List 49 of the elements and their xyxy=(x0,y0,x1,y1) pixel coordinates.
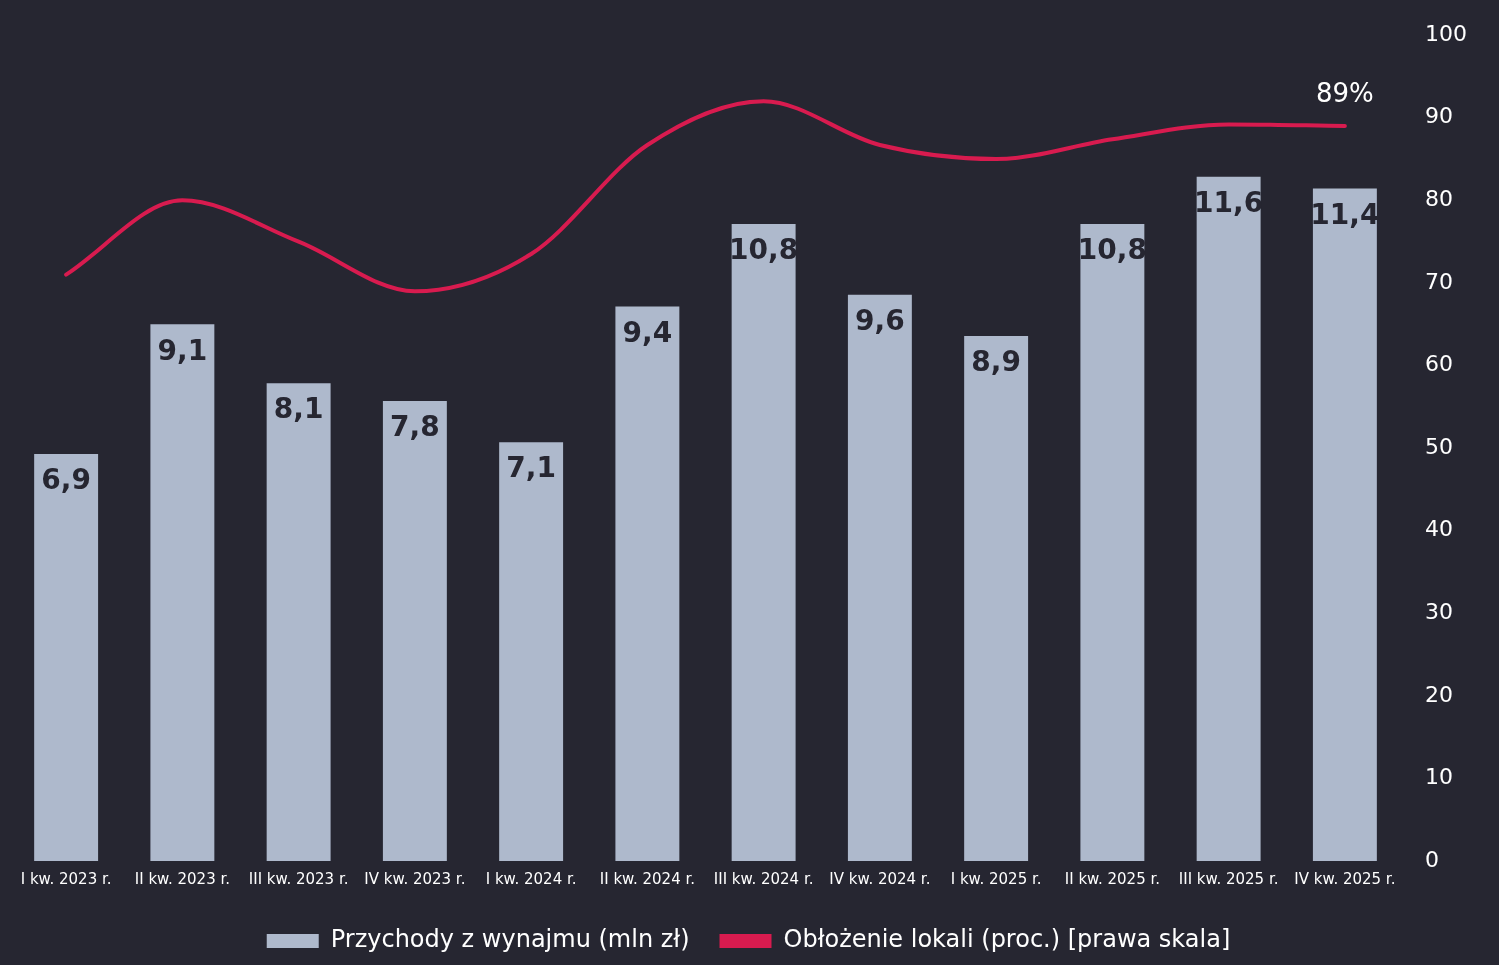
x-tick-label: I kw. 2024 r. xyxy=(485,869,577,888)
data-label: 6,9 xyxy=(41,463,91,497)
y2-tick-label: 0 xyxy=(1425,846,1440,872)
bar xyxy=(1312,188,1377,861)
data-label: 8,1 xyxy=(273,392,324,426)
data-label: 9,6 xyxy=(855,304,905,338)
bar xyxy=(150,324,215,861)
x-tick-label: II kw. 2023 r. xyxy=(134,869,230,888)
bar xyxy=(847,294,912,861)
y2-tick-label: 30 xyxy=(1425,598,1454,624)
data-label: 9,4 xyxy=(622,315,673,349)
y2-tick-label: 40 xyxy=(1425,516,1454,542)
x-tick-label: IV kw. 2024 r. xyxy=(829,869,931,888)
y2-tick-label: 50 xyxy=(1425,433,1454,459)
text: 89% xyxy=(1315,77,1374,108)
x-tick-label: I kw. 2023 r. xyxy=(20,869,112,888)
bar xyxy=(731,223,796,861)
bar xyxy=(382,400,447,861)
data-label: 7,1 xyxy=(506,451,556,485)
x-tick-label: III kw. 2024 r. xyxy=(713,869,814,888)
legend-label: Przychody z wynajmu (mln zł) xyxy=(330,925,690,954)
data-label: 11,4 xyxy=(1310,197,1380,231)
y2-tick-label: 100 xyxy=(1425,20,1468,46)
y2-tick-label: 10 xyxy=(1425,764,1454,790)
bar xyxy=(34,454,99,861)
x-tick-label: I kw. 2025 r. xyxy=(950,869,1042,888)
y2-tick-label: 60 xyxy=(1425,351,1454,377)
y2-tick-label: 70 xyxy=(1425,268,1454,294)
x-tick-label: III kw. 2023 r. xyxy=(248,869,349,888)
bar xyxy=(964,336,1029,861)
bar xyxy=(615,306,680,861)
y2-tick-label: 80 xyxy=(1425,186,1454,212)
data-label: 11,6 xyxy=(1194,186,1264,220)
data-label: 9,1 xyxy=(157,333,208,367)
bar xyxy=(1196,176,1261,861)
y2-tick-label: 90 xyxy=(1425,103,1454,129)
data-label: 8,9 xyxy=(971,345,1021,379)
y2-tick-label: 20 xyxy=(1425,681,1454,707)
x-tick-label: II kw. 2025 r. xyxy=(1064,869,1160,888)
x-tick-label: II kw. 2024 r. xyxy=(599,869,695,888)
x-tick-label: III kw. 2025 r. xyxy=(1178,869,1279,888)
data-label: 10,8 xyxy=(729,233,799,267)
x-tick-label: IV kw. 2023 r. xyxy=(364,869,466,888)
bar xyxy=(499,442,564,861)
bar xyxy=(1080,223,1145,861)
legend-label: Obłożenie lokali (proc.) [prawa skala] xyxy=(783,925,1231,954)
x-tick-label: IV kw. 2025 r. xyxy=(1294,869,1396,888)
bar xyxy=(266,383,331,861)
data-label: 7,8 xyxy=(390,410,440,444)
